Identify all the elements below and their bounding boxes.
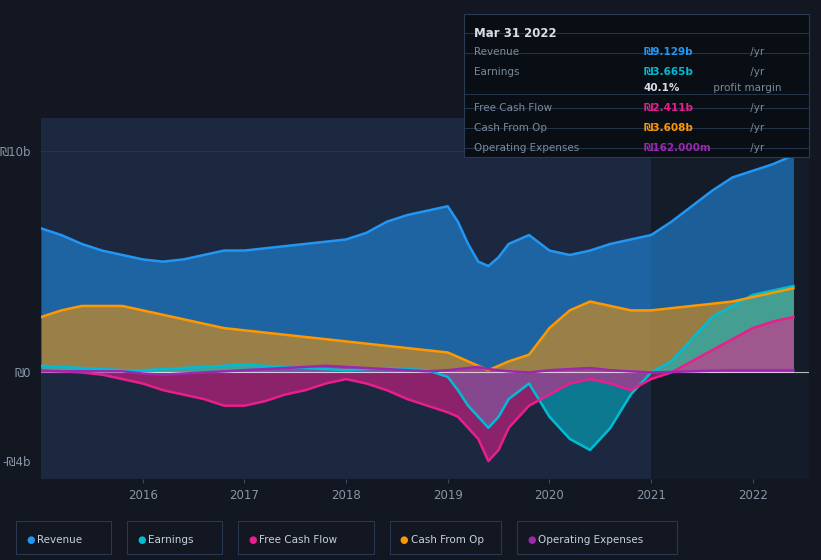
Text: ₪2.411b: ₪2.411b xyxy=(643,102,693,113)
Text: Mar 31 2022: Mar 31 2022 xyxy=(475,27,557,40)
Text: /yr: /yr xyxy=(746,47,764,57)
Text: ●: ● xyxy=(26,535,34,545)
Text: /yr: /yr xyxy=(746,102,764,113)
Text: /yr: /yr xyxy=(746,123,764,133)
Text: ●: ● xyxy=(248,535,256,545)
Text: Free Cash Flow: Free Cash Flow xyxy=(475,102,553,113)
Text: /yr: /yr xyxy=(746,142,764,152)
Text: Earnings: Earnings xyxy=(148,535,193,545)
Text: ₪9.129b: ₪9.129b xyxy=(643,47,693,57)
Text: ₪3.608b: ₪3.608b xyxy=(643,123,693,133)
Text: Earnings: Earnings xyxy=(475,67,520,77)
Text: ●: ● xyxy=(527,535,535,545)
Text: Revenue: Revenue xyxy=(37,535,82,545)
Text: 40.1%: 40.1% xyxy=(643,82,680,92)
Text: Cash From Op: Cash From Op xyxy=(410,535,484,545)
Text: profit margin: profit margin xyxy=(710,82,782,92)
Text: Cash From Op: Cash From Op xyxy=(475,123,548,133)
Text: ₪3.665b: ₪3.665b xyxy=(643,67,693,77)
Text: ●: ● xyxy=(400,535,408,545)
Text: ●: ● xyxy=(137,535,145,545)
Text: Operating Expenses: Operating Expenses xyxy=(538,535,643,545)
Text: ₪162.000m: ₪162.000m xyxy=(643,142,711,152)
Text: Free Cash Flow: Free Cash Flow xyxy=(259,535,337,545)
Text: Revenue: Revenue xyxy=(475,47,520,57)
Bar xyxy=(651,106,821,483)
Text: Operating Expenses: Operating Expenses xyxy=(475,142,580,152)
Text: /yr: /yr xyxy=(746,67,764,77)
